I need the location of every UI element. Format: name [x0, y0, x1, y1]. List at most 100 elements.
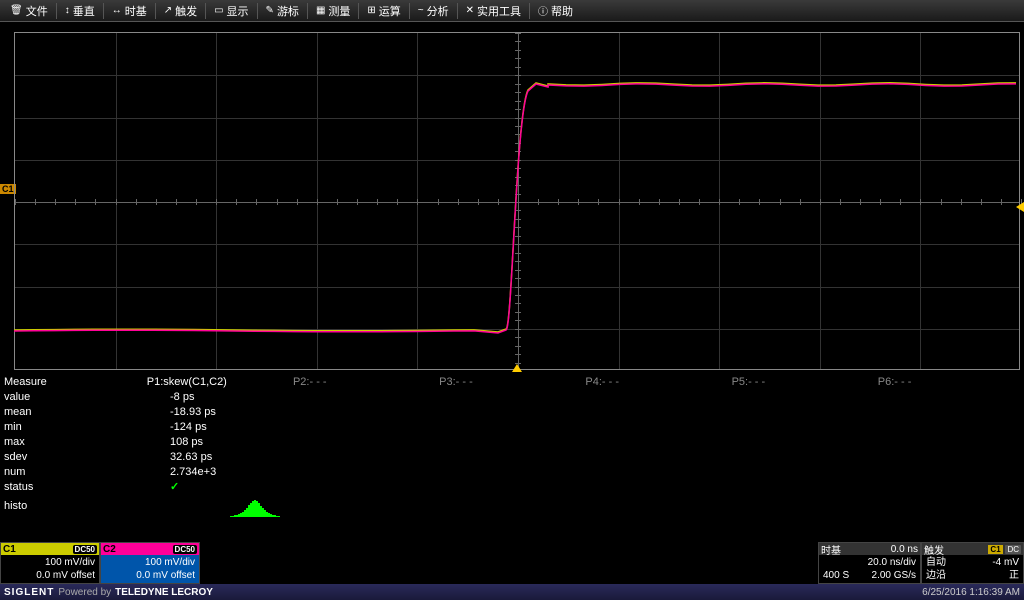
status-bar: SIGLENT Powered by TELEDYNE LECROY 6/25/…: [0, 584, 1024, 600]
trigger-level: -4 mV: [992, 556, 1019, 569]
measurement-table: Measure P1:skew(C1,C2) P2:- - - P3:- - -…: [0, 374, 1024, 518]
measure-row-label: max: [0, 436, 170, 448]
timebase-samples: 400 S: [823, 569, 849, 582]
menu-separator: [358, 3, 359, 19]
math-icon: ⊞: [367, 5, 375, 16]
channel-info-bar: C1 DC50 100 mV/div 0.0 mV offset C2 DC50…: [0, 542, 1024, 584]
menu-separator: [103, 3, 104, 19]
c2-offset: 0.0 mV offset: [105, 569, 195, 582]
menu-separator: [155, 3, 156, 19]
right-info-boxes: 时基 0.0 ns 20.0 ns/div 400 S 2.00 GS/s 触发…: [818, 542, 1024, 584]
measure-row-label: num: [0, 466, 170, 478]
menu-separator: [56, 3, 57, 19]
measure-p6[interactable]: P6:- - -: [878, 376, 1024, 388]
measure-row-value: -124 ps: [170, 421, 340, 433]
timebase-rate: 2.00 GS/s: [872, 569, 916, 582]
utilities-icon: ✕: [466, 5, 474, 16]
measure-row: sdev32.63 ps: [0, 449, 1024, 464]
menu-measure[interactable]: ▦测量: [310, 0, 356, 21]
trigger-slope: 正: [1009, 569, 1019, 582]
timebase-body: 20.0 ns/div 400 S 2.00 GS/s: [819, 555, 920, 583]
trigger-ch-badge: C1: [988, 545, 1002, 554]
timebase-box[interactable]: 时基 0.0 ns 20.0 ns/div 400 S 2.00 GS/s: [818, 542, 921, 584]
help-icon: ⓘ: [538, 3, 548, 18]
timebase-header: 时基 0.0 ns: [819, 543, 920, 555]
timebase-title: 时基: [821, 542, 841, 557]
menu-trigger[interactable]: ↗触发: [158, 0, 203, 21]
waveform-svg: [14, 32, 1020, 370]
measure-p5[interactable]: P5:- - -: [732, 376, 878, 388]
trigger-type: 边沿: [926, 569, 946, 582]
trigger-level-arrow-icon[interactable]: [1016, 202, 1024, 212]
timebase-scale: 20.0 ns/div: [823, 556, 916, 569]
menu-separator: [409, 3, 410, 19]
measure-row-value: 108 ps: [170, 436, 340, 448]
c1-header: C1 DC50: [1, 543, 99, 555]
trigger-body: 自动 -4 mV 边沿 正: [922, 555, 1023, 583]
waveform-area[interactable]: C1: [0, 24, 1024, 372]
measure-row-value: 32.63 ps: [170, 451, 340, 463]
trigger-header: 触发 C1 DC: [922, 543, 1023, 555]
menu-bar: 🗑文件 ↕垂直 ↔时基 ↗触发 ▭ 显示 ✎游标 ▦测量 ⊞运算 ~分析 ✕实用工…: [0, 0, 1024, 22]
measure-histo-row: histo: [0, 494, 1024, 518]
measure-status-label: status: [0, 481, 170, 493]
vertical-icon: ↕: [65, 5, 70, 16]
menu-separator: [307, 3, 308, 19]
measure-histogram: [170, 495, 340, 517]
datetime-text: 6/25/2016 1:16:39 AM: [922, 587, 1020, 598]
channel-c2-box[interactable]: C2 DC50 100 mV/div 0.0 mV offset: [100, 542, 200, 584]
teledyne-text: TELEDYNE LECROY: [115, 587, 213, 598]
menu-display[interactable]: ▭ 显示: [208, 0, 254, 21]
measure-p3[interactable]: P3:- - -: [439, 376, 585, 388]
trigger-dc-badge: DC: [1005, 545, 1021, 554]
c2-scale: 100 mV/div: [105, 556, 195, 569]
c1-scale: 100 mV/div: [5, 556, 95, 569]
measure-row-label: mean: [0, 406, 170, 418]
measure-row: max108 ps: [0, 434, 1024, 449]
timebase-icon: ↔: [112, 5, 122, 16]
measure-row-value: -18.93 ps: [170, 406, 340, 418]
menu-analysis[interactable]: ~分析: [412, 0, 455, 21]
measure-p1[interactable]: P1:skew(C1,C2): [147, 376, 293, 388]
measure-p2[interactable]: P2:- - -: [293, 376, 439, 388]
measure-status-value: ✓: [170, 480, 340, 493]
menu-timebase[interactable]: ↔时基: [106, 0, 153, 21]
measure-row-label: min: [0, 421, 170, 433]
measure-row-label: value: [0, 391, 170, 403]
menu-label: 实用工具: [477, 3, 521, 19]
display-icon: ▭: [214, 5, 223, 16]
trigger-pos-arrow-icon[interactable]: [512, 364, 522, 372]
measure-row: mean-18.93 ps: [0, 404, 1024, 419]
menu-label: 游标: [277, 3, 299, 19]
menu-separator: [205, 3, 206, 19]
menu-label: 测量: [328, 3, 350, 19]
c2-coupling-badge: DC50: [173, 545, 197, 554]
c1-coupling-badge: DC50: [73, 545, 97, 554]
menu-math[interactable]: ⊞运算: [361, 0, 406, 21]
menu-utilities[interactable]: ✕实用工具: [460, 0, 527, 21]
timebase-pos: 0.0 ns: [891, 544, 918, 555]
trigger-box[interactable]: 触发 C1 DC 自动 -4 mV 边沿 正: [921, 542, 1024, 584]
c2-body: 100 mV/div 0.0 mV offset: [101, 555, 199, 583]
c1-body: 100 mV/div 0.0 mV offset: [1, 555, 99, 583]
menu-file[interactable]: 🗑文件: [4, 0, 54, 21]
measure-row: num2.734e+3: [0, 464, 1024, 479]
channel-c1-box[interactable]: C1 DC50 100 mV/div 0.0 mV offset: [0, 542, 100, 584]
measure-histo-label: histo: [0, 500, 170, 512]
menu-vertical[interactable]: ↕垂直: [59, 0, 101, 21]
menu-separator: [529, 3, 530, 19]
c2-name: C2: [103, 544, 116, 555]
trigger-icon: ↗: [164, 5, 172, 16]
menu-label: 显示: [227, 3, 249, 19]
menu-cursor[interactable]: ✎游标: [260, 0, 305, 21]
file-icon: 🗑: [10, 5, 23, 16]
analysis-icon: ~: [418, 5, 424, 16]
menu-label: 垂直: [73, 3, 95, 19]
menu-separator: [457, 3, 458, 19]
measure-status-row: status ✓: [0, 479, 1024, 494]
brand-logo: SIGLENT: [4, 587, 54, 598]
measure-p4[interactable]: P4:- - -: [585, 376, 731, 388]
menu-help[interactable]: ⓘ帮助: [532, 0, 579, 21]
trigger-mode: 自动: [926, 556, 946, 569]
c2-header: C2 DC50: [101, 543, 199, 555]
